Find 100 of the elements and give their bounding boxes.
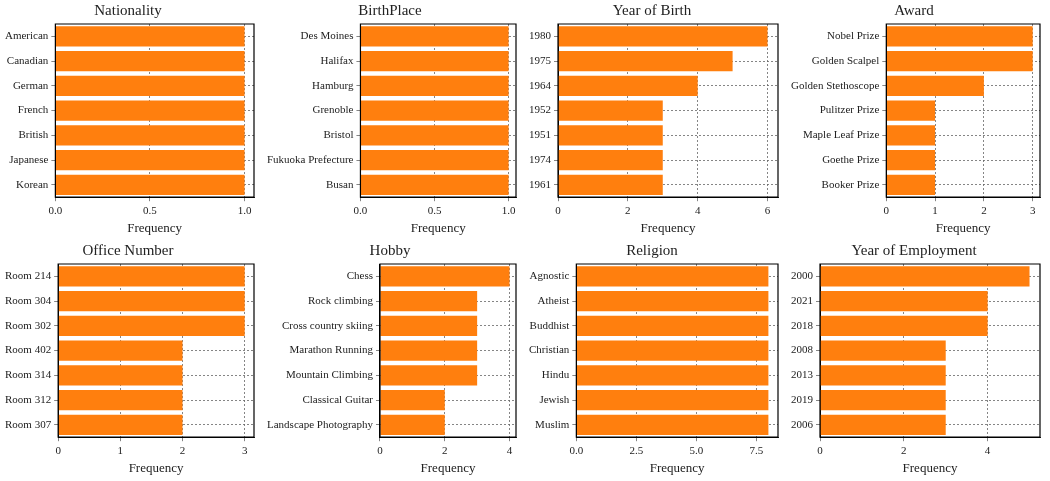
y-tick-label: Room 304 xyxy=(4,294,52,306)
bar xyxy=(380,365,478,386)
y-tick-label: Jewish xyxy=(539,392,570,405)
x-axis-title: Frequency xyxy=(902,459,958,475)
y-tick-label: Korean xyxy=(15,177,49,190)
bar xyxy=(820,365,946,386)
y-tick-label: Golden Scalpel xyxy=(811,54,880,66)
x-tick-label: 0.0 xyxy=(353,203,368,216)
x-tick-label: 0 xyxy=(883,203,890,216)
x-tick-label: 4 xyxy=(984,443,991,456)
x-tick-label: 0.0 xyxy=(48,203,63,216)
x-tick-label: 0 xyxy=(377,443,384,456)
x-tick-label: 2 xyxy=(901,443,907,456)
chart-title: Award xyxy=(894,1,935,18)
x-axis-title: Frequency xyxy=(935,219,992,235)
x-tick-label: 4 xyxy=(694,203,701,216)
x-axis-title: Frequency xyxy=(420,459,476,475)
bar xyxy=(558,174,663,195)
y-tick-label: 1961 xyxy=(529,177,551,190)
y-tick-label: Busan xyxy=(325,177,354,190)
y-tick-label: French xyxy=(17,103,49,116)
x-tick-label: 7.5 xyxy=(749,443,764,456)
y-tick-label: German xyxy=(12,78,49,91)
y-tick-label: Buddhist xyxy=(529,318,570,331)
x-tick-label: 2 xyxy=(179,443,186,456)
y-tick-label: 2000 xyxy=(791,269,814,282)
x-tick-label: 2 xyxy=(442,443,448,456)
y-tick-label: American xyxy=(4,29,49,42)
x-tick-label: 1 xyxy=(117,443,124,456)
y-tick-label: Canadian xyxy=(6,54,49,66)
x-axis-title: Frequency xyxy=(649,459,706,475)
y-tick-label: 1964 xyxy=(529,78,552,91)
y-tick-label: Grenoble xyxy=(312,103,354,116)
y-tick-label: Landscape Photography xyxy=(267,417,374,430)
y-tick-label: Room 314 xyxy=(4,368,52,381)
bar xyxy=(820,389,946,411)
y-tick-label: Rock climbing xyxy=(307,294,374,306)
y-tick-label: 2006 xyxy=(791,417,814,430)
chart-title: Religion xyxy=(626,241,679,258)
x-tick-label: 2 xyxy=(625,203,631,216)
y-tick-label: 1952 xyxy=(529,103,551,116)
bar xyxy=(558,100,663,121)
x-axis-title: Frequency xyxy=(128,459,184,475)
y-tick-label: Room 214 xyxy=(4,269,52,282)
bar xyxy=(380,290,478,312)
bar xyxy=(380,315,478,336)
y-tick-label: Room 302 xyxy=(4,318,52,331)
x-tick-label: 3 xyxy=(1029,203,1036,216)
x-tick-label: 0 xyxy=(55,443,62,456)
y-tick-label: Bristol xyxy=(323,128,354,141)
bar xyxy=(558,50,733,72)
x-tick-label: 0.5 xyxy=(427,203,442,216)
bar xyxy=(558,125,663,146)
x-tick-label: 1.0 xyxy=(237,203,252,216)
bar xyxy=(886,174,936,195)
y-tick-label: Mountain Climbing xyxy=(285,368,374,381)
x-tick-label: 0 xyxy=(817,443,824,456)
y-tick-label: Cross country skiing xyxy=(281,318,374,331)
y-tick-label: Fukuoka Prefecture xyxy=(266,152,354,165)
x-axis-title: Frequency xyxy=(410,219,467,235)
y-tick-label: 1980 xyxy=(529,29,552,42)
x-axis-title: Frequency xyxy=(640,219,696,235)
x-tick-label: 5.0 xyxy=(689,443,704,456)
y-tick-label: Nobel Prize xyxy=(827,29,880,42)
y-tick-label: 1951 xyxy=(529,128,551,141)
y-tick-label: 1975 xyxy=(529,54,552,66)
y-tick-label: Room 402 xyxy=(4,343,52,356)
y-tick-label: 1974 xyxy=(529,152,552,165)
chart-title: Office Number xyxy=(82,241,174,258)
y-tick-label: Marathon Running xyxy=(289,343,374,356)
x-tick-label: 4 xyxy=(506,443,513,456)
y-tick-label: Pulitzer Prize xyxy=(819,103,880,116)
x-axis-title: Frequency xyxy=(127,219,183,235)
chart-title: Nationality xyxy=(94,1,163,18)
bar xyxy=(558,149,663,171)
bar xyxy=(380,414,445,435)
x-tick-label: 0.0 xyxy=(569,443,584,456)
y-tick-label: Maple Leaf Prize xyxy=(802,128,880,141)
y-tick-label: Classical Guitar xyxy=(302,392,374,405)
y-tick-label: Japanese xyxy=(9,152,49,165)
y-tick-label: Hamburg xyxy=(312,78,354,91)
bar xyxy=(820,414,946,435)
bar xyxy=(820,340,946,361)
bar xyxy=(886,75,984,96)
y-tick-label: Atheist xyxy=(537,294,570,306)
chart-title: Year of Employment xyxy=(851,241,978,258)
y-tick-label: Hindu xyxy=(541,368,570,381)
y-tick-label: Muslim xyxy=(535,417,570,430)
x-tick-label: 3 xyxy=(241,443,248,456)
bar xyxy=(820,315,988,336)
bar xyxy=(380,389,445,411)
y-tick-label: Booker Prize xyxy=(821,177,880,190)
y-tick-label: Des Moines xyxy=(300,29,354,42)
y-tick-label: Room 307 xyxy=(4,417,52,430)
x-tick-label: 2 xyxy=(981,203,987,216)
chart-title: Hobby xyxy=(369,241,411,258)
y-tick-label: British xyxy=(18,128,49,141)
y-tick-label: 2018 xyxy=(791,318,814,331)
x-tick-label: 0 xyxy=(555,203,562,216)
y-tick-label: 2019 xyxy=(791,392,814,405)
